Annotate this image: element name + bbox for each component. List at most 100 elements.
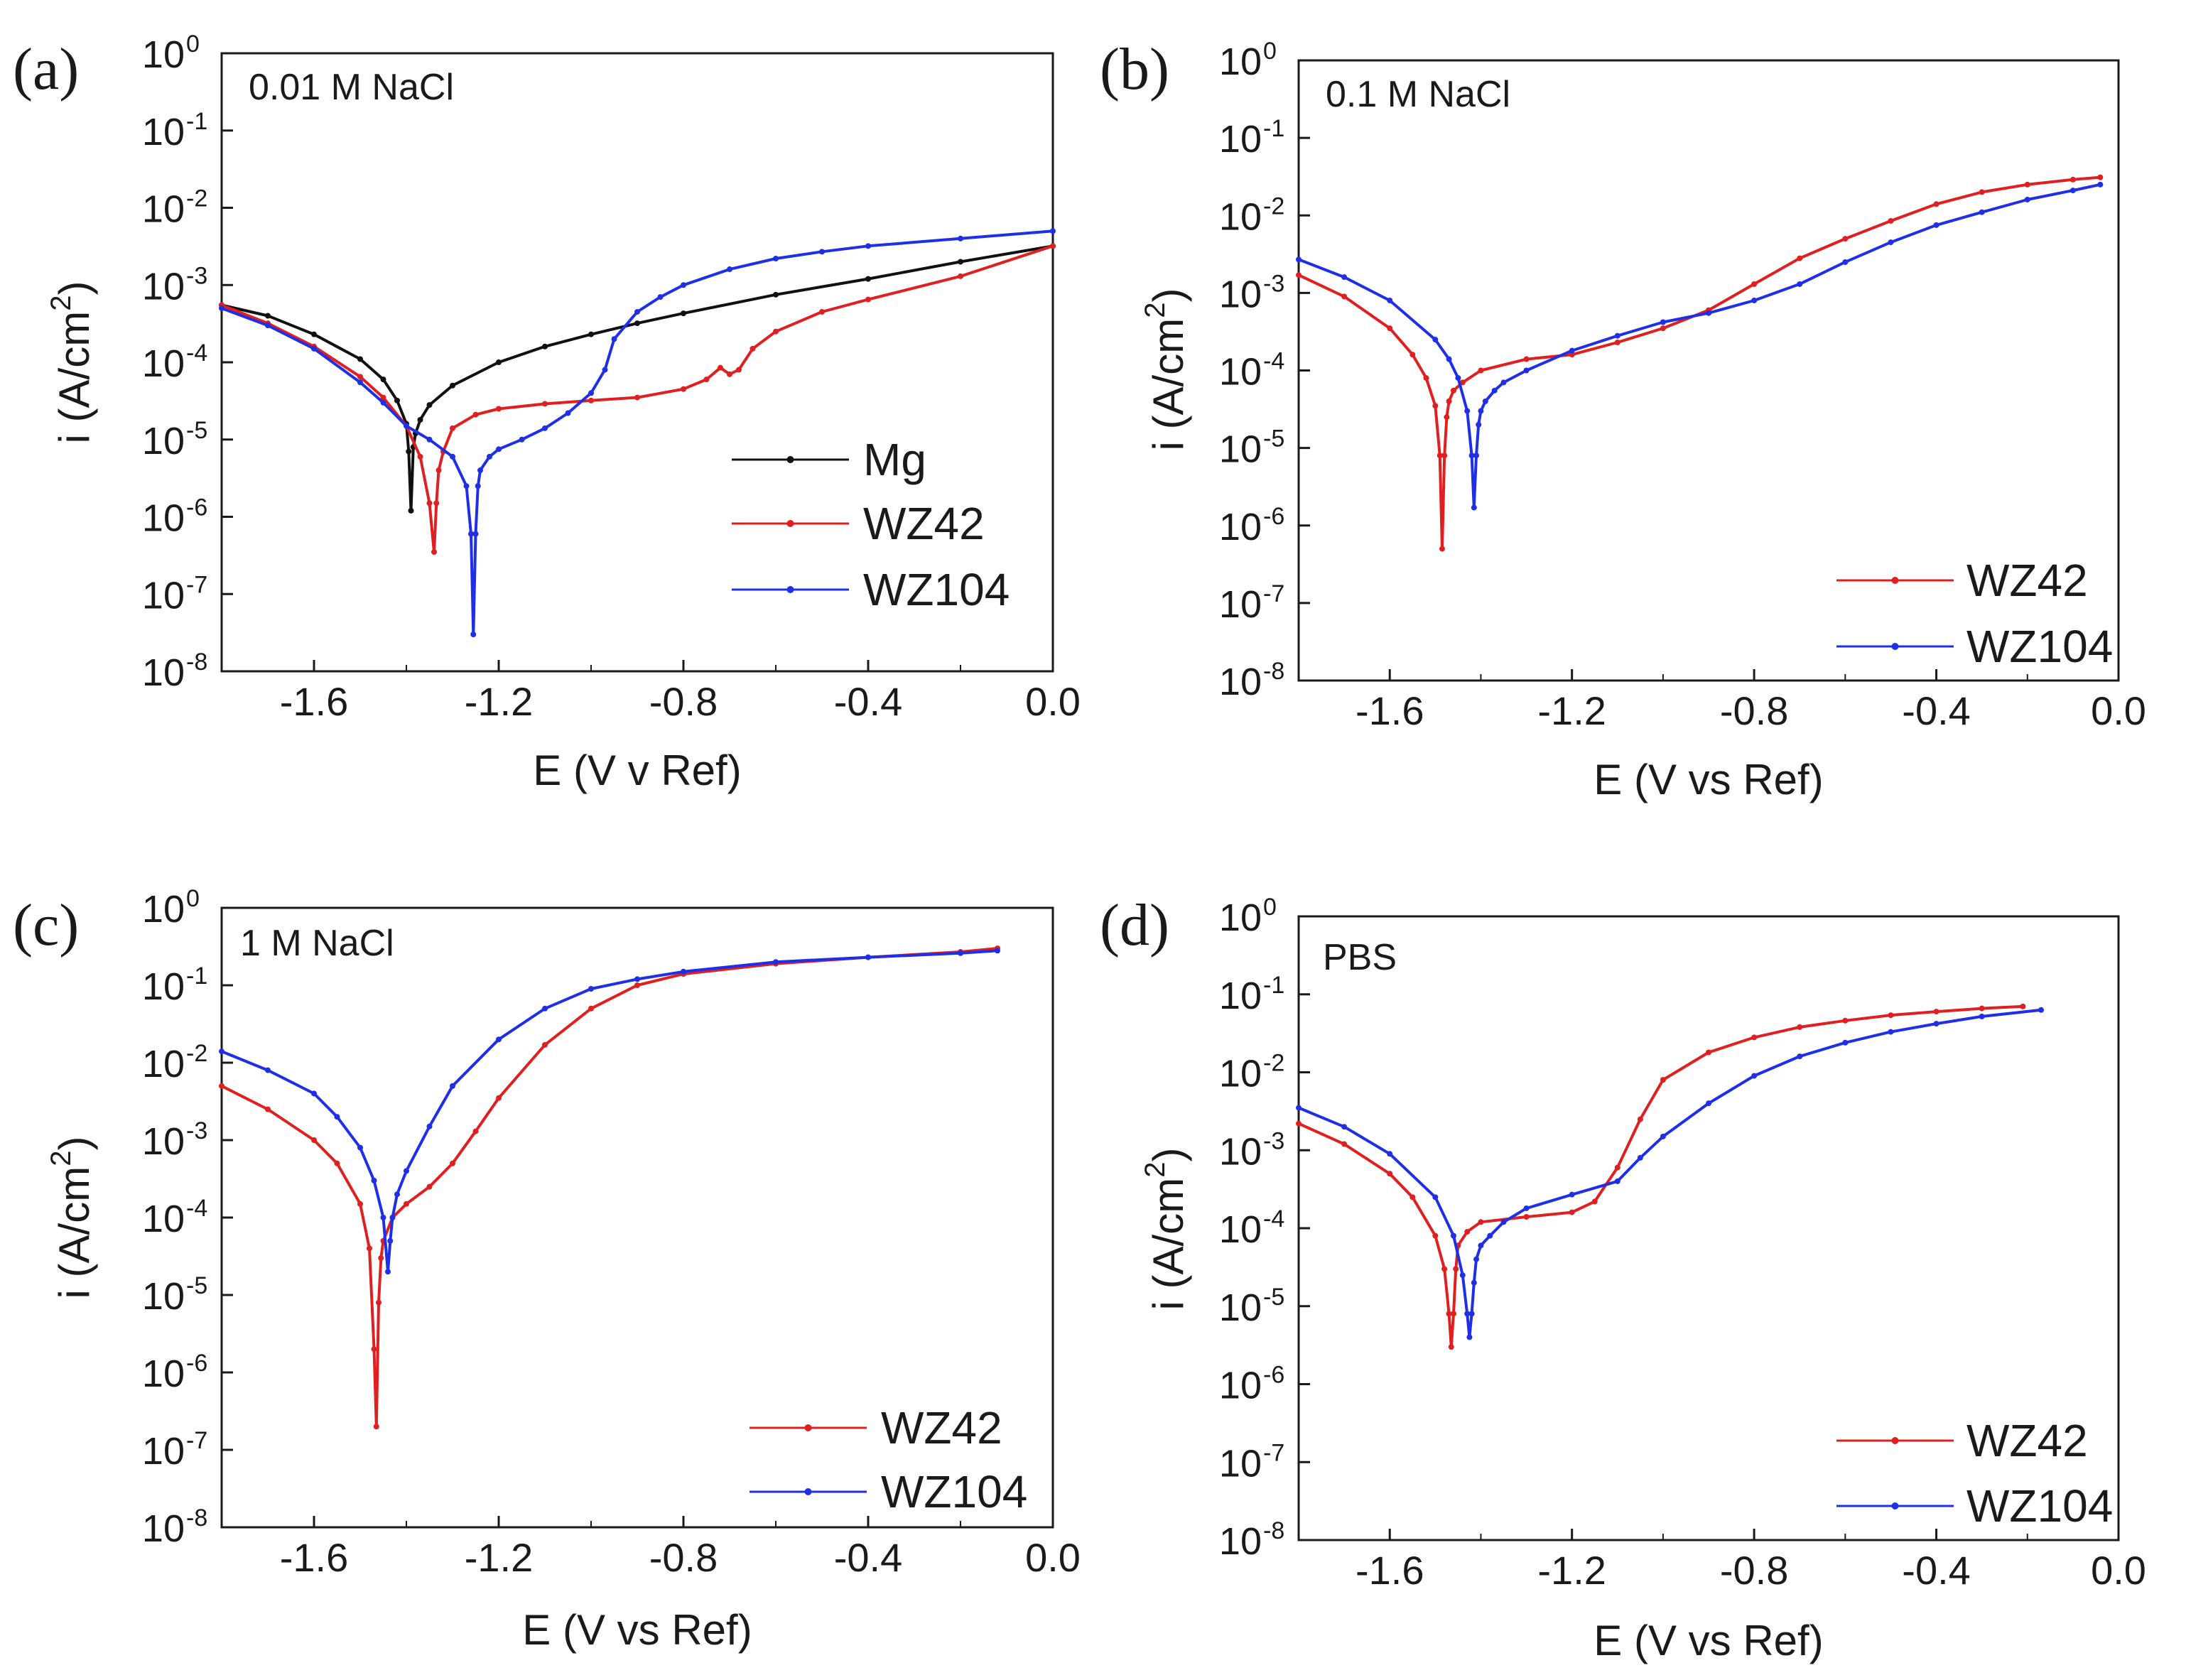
panel-b-legend-label: WZ104: [1966, 621, 2113, 672]
panel-a-data-point: [450, 453, 455, 460]
panel-c-data-point: [588, 985, 594, 992]
panel-a-y-tick-exponent: -3: [186, 262, 207, 289]
panel-b-x-axis-title: E (V vs Ref): [1593, 756, 1823, 803]
panel-b-data-point: [1523, 367, 1530, 374]
panel-a-y-tick-label: 10: [142, 33, 185, 76]
panel-c-x-tick-label: -1.2: [465, 1535, 534, 1580]
panel-b-condition-label: 0.1 M NaCl: [1326, 74, 1510, 115]
panel-a-x-tick-label: -0.8: [649, 679, 718, 724]
panel-b-data-point: [1751, 281, 1758, 287]
panel-c-data-point: [373, 1424, 379, 1430]
panel-a-data-point: [611, 336, 617, 342]
panel-a-y-tick-label: 10: [142, 497, 185, 540]
panel-b-data-point: [1979, 209, 1985, 215]
panel-d-data-point: [1466, 1334, 1473, 1340]
panel-b-legend-label: WZ42: [1966, 555, 2088, 606]
panel-c: (c) 1 M NaCl E (V vs Ref) i (A/cm2) -1.6…: [13, 885, 1081, 1654]
panel-a-data-point: [487, 453, 492, 460]
panel-d-y-tick-label: 10: [1219, 1053, 1262, 1095]
panel-b-data-point: [1446, 356, 1452, 362]
panel-d-y-tick-exponent: -1: [1263, 972, 1284, 999]
panel-a-x-tick-label: 0.0: [1025, 679, 1081, 724]
panel-c-y-tick-label: 10: [142, 1275, 185, 1318]
panel-d-x-tick-label: -0.4: [1902, 1548, 1971, 1593]
panel-d-data-point: [1432, 1232, 1439, 1239]
panel-c-y-tick-exponent: -3: [186, 1117, 207, 1144]
panel-b-data-point: [1478, 408, 1484, 414]
panel-c-x-tick-label: -0.8: [649, 1535, 718, 1580]
panel-a-data-point: [468, 531, 474, 537]
panel-b-data-point: [1569, 352, 1575, 358]
panel-a-data-point: [773, 256, 779, 262]
panel-c-y-tick-label: 10: [142, 1198, 185, 1240]
panel-b-data-point: [1468, 452, 1475, 459]
panel-c-data-point: [219, 1048, 224, 1055]
panel-c-data-point: [773, 959, 779, 965]
panel-c-condition-label: 1 M NaCl: [240, 923, 394, 964]
panel-b-y-tick-label: 10: [1219, 428, 1262, 471]
panel-a-x-tick-label: -1.6: [280, 679, 349, 724]
panel-b-data-point: [1478, 367, 1484, 374]
panel-a-letter: (a): [13, 36, 79, 102]
panel-d-data-point: [1591, 1198, 1598, 1205]
panel-d-data-point: [2038, 1007, 2045, 1013]
panel-b-data-point: [2069, 188, 2076, 194]
panel-d-data-point: [1478, 1242, 1484, 1249]
panel-d-data-point: [1478, 1219, 1484, 1225]
panel-d-condition-label: PBS: [1323, 937, 1397, 978]
panel-c-data-point: [334, 1114, 340, 1120]
panel-d-data-point: [1473, 1256, 1480, 1262]
panel-a-data-point: [311, 345, 317, 352]
panel-c-data-point: [426, 1123, 433, 1129]
panel-c-y-tick-exponent: -2: [186, 1040, 207, 1067]
panel-b-x-tick-label: 0.0: [2091, 688, 2146, 733]
panel-a-data-point: [819, 249, 825, 255]
panel-a-data-point: [463, 483, 470, 489]
panel-d-y-tick-label: 10: [1219, 1365, 1262, 1407]
panel-a-y-tick-label: 10: [142, 111, 185, 153]
panel-a-data-point: [1050, 228, 1056, 234]
panel-c-data-point: [634, 982, 640, 988]
panel-d-data-point: [1341, 1124, 1348, 1130]
panel-c-data-point: [219, 1083, 224, 1089]
panel-a-y-tick-exponent: -2: [186, 185, 207, 212]
panel-a-data-point: [718, 364, 723, 371]
panel-d-data-point: [1296, 1120, 1302, 1127]
panel-b-y-tick-exponent: -3: [1263, 270, 1284, 297]
panel-a-data-point: [750, 345, 756, 352]
panel-b-data-point: [1797, 255, 1803, 261]
panel-a-condition-label: 0.01 M NaCl: [249, 67, 454, 108]
panel-b-data-point: [2097, 181, 2104, 188]
panel-a-data-point: [773, 291, 779, 298]
panel-d-data-point: [1296, 1105, 1302, 1111]
panel-d-data-point: [1448, 1344, 1454, 1350]
panel-a-y-axis-title: i (A/cm2): [45, 281, 98, 444]
panel-b-data-point: [1614, 332, 1620, 339]
panel-a-data-point: [450, 425, 455, 431]
panel-c-data-point: [450, 1083, 455, 1089]
panel-a-x-tick-label: -1.2: [465, 679, 534, 724]
panel-d-legend-label: WZ104: [1966, 1480, 2113, 1532]
panel-b-y-tick-label: 10: [1219, 351, 1262, 394]
panel-c-legend-marker: [804, 1488, 812, 1495]
panel-a-data-point: [265, 323, 271, 329]
panel-a-y-tick-label: 10: [142, 188, 185, 231]
panel-d-y-tick-exponent: -3: [1263, 1127, 1284, 1154]
panel-a-data-point: [542, 343, 548, 349]
panel-d-data-point: [1450, 1311, 1456, 1317]
panel-a-data-point: [634, 308, 640, 315]
panel-b-data-point: [1441, 452, 1448, 459]
panel-d-y-tick-exponent: -8: [1263, 1517, 1284, 1544]
panel-b-data-point: [1423, 375, 1429, 381]
panel-a-data-point: [433, 500, 440, 506]
panel-d-y-tick-exponent: -4: [1263, 1205, 1284, 1232]
panel-c-data-point: [681, 968, 686, 975]
panel-a-data-point: [819, 308, 825, 315]
panel-b-data-point: [1387, 297, 1393, 303]
panel-d-y-axis-title: i (A/cm2): [1140, 1148, 1192, 1311]
panel-c-data-point: [357, 1144, 363, 1151]
panel-a-data-point: [472, 411, 479, 418]
panel-b-data-point: [1296, 272, 1302, 278]
panel-a-data-point: [417, 453, 423, 460]
panel-a-data-point: [265, 313, 271, 319]
